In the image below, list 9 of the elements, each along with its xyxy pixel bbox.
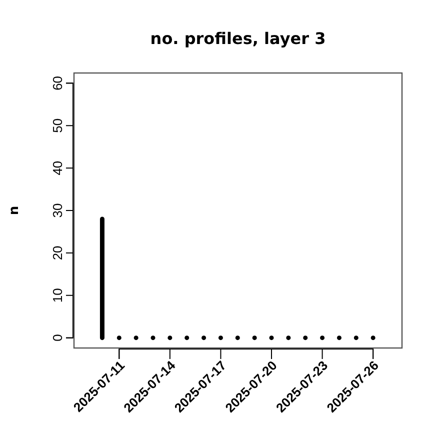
y-tick-label: 0	[50, 334, 65, 342]
chart-title: no. profiles, layer 3	[150, 29, 326, 48]
y-tick-label: 40	[50, 160, 65, 176]
y-tick-label: 10	[50, 288, 65, 303]
y-axis-title: n	[7, 206, 22, 216]
y-tick-label: 30	[50, 203, 65, 218]
y-tick-label: 50	[50, 118, 65, 133]
y-tick-label: 20	[50, 246, 65, 260]
y-tick-label: 60	[50, 76, 65, 90]
